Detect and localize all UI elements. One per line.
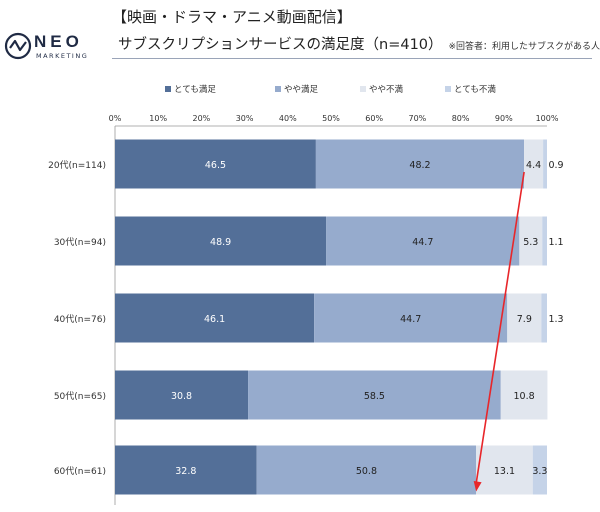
data-label: 46.5 xyxy=(205,160,226,171)
chart-title: サブスクリプションサービスの満足度（n=410） xyxy=(118,37,443,53)
x-tick-label: 60% xyxy=(365,114,383,123)
data-label: 58.5 xyxy=(364,391,385,402)
respondent-note: ※回答者：利用したサブスクがある人 xyxy=(448,42,600,52)
data-label: 0.9 xyxy=(548,160,563,171)
category-label: 60代(n=61) xyxy=(54,466,106,477)
x-tick-label: 0% xyxy=(109,114,122,123)
bar-segment xyxy=(248,370,501,420)
bar-segment xyxy=(543,139,547,189)
bar-segment xyxy=(500,370,548,420)
x-tick-label: 90% xyxy=(495,114,513,123)
bar-segment xyxy=(541,293,547,343)
bar-segment xyxy=(115,293,315,343)
data-label: 13.1 xyxy=(494,466,515,477)
data-label: 32.8 xyxy=(175,466,196,477)
data-label: 44.7 xyxy=(400,314,421,325)
x-tick-label: 80% xyxy=(452,114,470,123)
bar-segment xyxy=(115,445,257,495)
bar-segment xyxy=(519,216,543,266)
bar-segment xyxy=(524,139,544,189)
data-label: 46.1 xyxy=(204,314,225,325)
bar-segment xyxy=(507,293,542,343)
data-label: 4.4 xyxy=(526,160,541,171)
x-tick-label: 10% xyxy=(149,114,167,123)
bar-segment xyxy=(315,139,525,189)
category-label: 50代(n=65) xyxy=(54,391,106,402)
x-tick-label: 30% xyxy=(236,114,254,123)
chart-title-row: サブスクリプションサービスの満足度（n=410） ※回答者：利用したサブスクがある… xyxy=(118,33,600,54)
annotation-arrow-head xyxy=(473,481,482,492)
pulse-circle-icon xyxy=(4,32,32,60)
x-tick-label: 100% xyxy=(536,114,559,123)
data-label: 48.9 xyxy=(210,237,231,248)
bar-segment xyxy=(542,216,547,266)
data-label: 30.8 xyxy=(171,391,192,402)
logo-subtitle: MARKETING xyxy=(36,52,89,60)
data-label: 5.3 xyxy=(523,237,538,248)
legend-label: とても満足 xyxy=(174,85,216,95)
report-category: 【映画・ドラマ・アニメ動画配信】 xyxy=(112,8,352,26)
title-divider xyxy=(112,58,592,59)
bar-segment xyxy=(115,370,249,420)
data-label: 1.3 xyxy=(548,314,563,325)
data-label: 50.8 xyxy=(356,466,377,477)
annotation-arrow-line xyxy=(475,171,525,484)
data-label: 10.8 xyxy=(514,391,535,402)
legend-label: やや不満 xyxy=(369,85,404,95)
bar-segment xyxy=(256,445,477,495)
data-label: 44.7 xyxy=(412,237,433,248)
legend-label: やや満足 xyxy=(284,85,319,95)
legend-swatch xyxy=(165,86,171,92)
data-label: 3.3 xyxy=(532,466,547,477)
neo-marketing-logo: NEO MARKETING xyxy=(4,30,100,66)
data-label: 7.9 xyxy=(517,314,532,325)
bar-segment xyxy=(326,216,520,266)
bar-segment xyxy=(476,445,533,495)
data-label: 48.2 xyxy=(409,160,430,171)
legend-label: とても不満 xyxy=(454,85,496,95)
legend-swatch xyxy=(275,86,281,92)
category-label: 20代(n=114) xyxy=(48,160,106,171)
x-tick-label: 40% xyxy=(279,114,297,123)
x-tick-label: 50% xyxy=(322,114,340,123)
bar-segment xyxy=(314,293,508,343)
x-tick-label: 20% xyxy=(193,114,211,123)
legend-swatch xyxy=(360,86,366,92)
logo-wordmark: NEO xyxy=(34,32,83,51)
legend-swatch xyxy=(445,86,451,92)
bar-segment xyxy=(115,139,316,189)
data-label: 1.1 xyxy=(548,237,563,248)
x-tick-label: 70% xyxy=(409,114,427,123)
category-label: 30代(n=94) xyxy=(54,237,106,248)
category-label: 40代(n=76) xyxy=(54,314,106,325)
bar-segment xyxy=(115,216,327,266)
bar-segment xyxy=(532,445,547,495)
